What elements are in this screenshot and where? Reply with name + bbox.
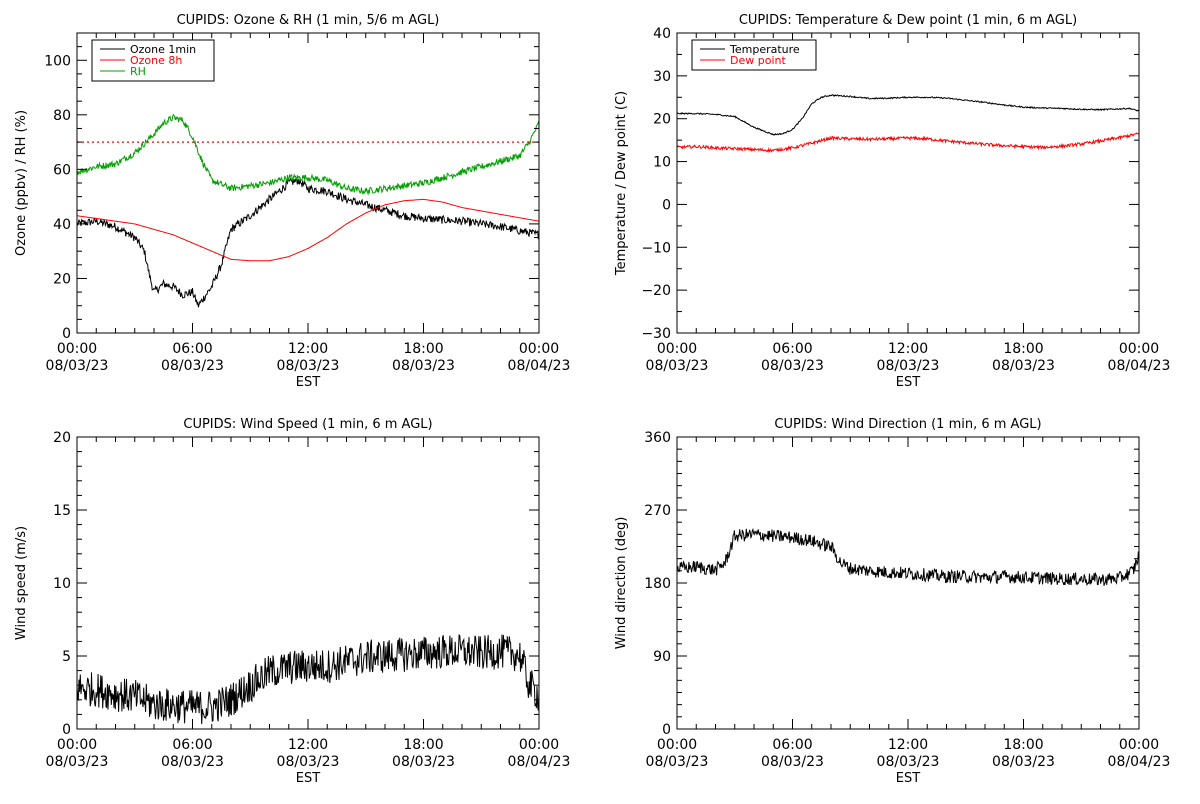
x-tick-label: 00:00 [57,737,97,753]
series-line-data [677,527,1139,586]
y-tick-label: 80 [53,108,71,124]
y-tick-label: 0 [62,326,71,342]
x-axis-label: EST [896,375,920,390]
y-tick-label: 40 [53,217,71,233]
y-tick-label: 60 [53,162,71,178]
x-tick-label: 06:00 [172,341,212,357]
x-tick-date-label: 08/03/23 [877,358,940,374]
y-tick-label: 20 [653,112,671,128]
legend-label: Ozone 1min [130,43,196,56]
x-axis-label: EST [896,771,920,786]
y-tick-label: 360 [644,430,671,446]
x-tick-date-label: 08/04/23 [1108,754,1171,770]
chart-wind-speed: CUPIDS: Wind Speed (1 min, 6 m AGL) EST … [14,417,570,786]
y-tick-label: −10 [641,240,671,256]
x-tick-date-label: 08/03/23 [646,754,709,770]
x-tick-label: 06:00 [172,737,212,753]
y-tick-label: 15 [53,503,71,519]
x-tick-label: 12:00 [288,737,328,753]
x-tick-date-label: 08/03/23 [46,358,109,374]
series-line-rh [77,113,539,196]
legend-box [691,39,817,71]
x-tick-date-label: 08/03/23 [277,358,340,374]
series-line-ozone-8h [77,198,539,262]
x-tick-date-label: 08/03/23 [392,358,455,374]
x-tick-date-label: 08/03/23 [46,754,109,770]
y-tick-label: 270 [644,503,671,519]
x-tick-date-label: 08/03/23 [877,754,940,770]
x-tick-date-label: 08/03/23 [761,754,824,770]
x-axis-label: EST [296,771,320,786]
x-tick-label: 00:00 [657,341,697,357]
y-axis-label: Temperature / Dew point (C) [614,91,629,276]
y-axis-label: Ozone (ppbv) / RH (%) [14,110,29,256]
x-tick-date-label: 08/04/23 [508,754,571,770]
x-tick-date-label: 08/03/23 [392,754,455,770]
y-tick-label: 40 [653,26,671,42]
y-tick-label: 10 [53,576,71,592]
x-tick-label: 18:00 [403,341,443,357]
series-line-temperature [677,94,1139,136]
legend-label: Ozone 8h [130,54,182,67]
legend-label: Temperature [729,43,800,56]
x-tick-label: 18:00 [1003,341,1043,357]
y-tick-label: 100 [44,53,71,69]
x-tick-label: 12:00 [888,737,928,753]
chart-title: CUPIDS: Temperature & Dew point (1 min, … [739,13,1077,28]
chart-temperature-dew-point: CUPIDS: Temperature & Dew point (1 min, … [614,13,1170,390]
x-tick-date-label: 08/04/23 [1108,358,1171,374]
chart-wind-direction: CUPIDS: Wind Direction (1 min, 6 m AGL) … [614,417,1170,786]
x-tick-label: 18:00 [1003,737,1043,753]
x-tick-label: 06:00 [772,341,812,357]
x-tick-label: 00:00 [57,341,97,357]
y-axis-label: Wind direction (deg) [614,517,629,650]
x-tick-label: 00:00 [1119,341,1159,357]
series-line-data [77,634,539,725]
x-tick-date-label: 08/03/23 [277,754,340,770]
x-tick-label: 00:00 [1119,737,1159,753]
x-tick-date-label: 08/03/23 [161,754,224,770]
y-tick-label: 30 [653,69,671,85]
x-tick-label: 00:00 [657,737,697,753]
series-line-ozone-1min [77,176,539,308]
x-tick-label: 00:00 [519,341,559,357]
y-tick-label: 0 [662,197,671,213]
x-tick-label: 12:00 [288,341,328,357]
x-tick-date-label: 08/04/23 [508,358,571,374]
y-tick-label: 20 [53,430,71,446]
y-tick-label: 10 [653,155,671,171]
y-tick-label: −20 [641,283,671,299]
series-line-dew-point [677,132,1139,153]
y-tick-label: 90 [653,649,671,665]
legend-label: RH [130,65,146,78]
plot-frame [676,32,1140,334]
x-tick-date-label: 08/03/23 [646,358,709,374]
y-tick-label: −30 [641,326,671,342]
chart-title: CUPIDS: Wind Direction (1 min, 6 m AGL) [774,417,1041,432]
x-tick-date-label: 08/03/23 [161,358,224,374]
legend-label: Dew point [730,54,786,67]
x-tick-date-label: 08/03/23 [992,754,1055,770]
chart-title: CUPIDS: Wind Speed (1 min, 6 m AGL) [183,417,432,432]
x-tick-label: 00:00 [519,737,559,753]
y-tick-label: 0 [62,722,71,738]
y-tick-label: 5 [62,649,71,665]
chart-ozone-rh: CUPIDS: Ozone & RH (1 min, 5/6 m AGL) ES… [14,13,570,390]
x-axis-label: EST [296,375,320,390]
y-axis-label: Wind speed (m/s) [14,526,29,640]
x-tick-date-label: 08/03/23 [761,358,824,374]
x-tick-label: 12:00 [888,341,928,357]
x-tick-label: 18:00 [403,737,443,753]
chart-title: CUPIDS: Ozone & RH (1 min, 5/6 m AGL) [177,13,440,28]
x-tick-label: 06:00 [772,737,812,753]
x-tick-date-label: 08/03/23 [992,358,1055,374]
y-tick-label: 20 [53,271,71,287]
y-tick-label: 0 [662,722,671,738]
y-tick-label: 180 [644,576,671,592]
